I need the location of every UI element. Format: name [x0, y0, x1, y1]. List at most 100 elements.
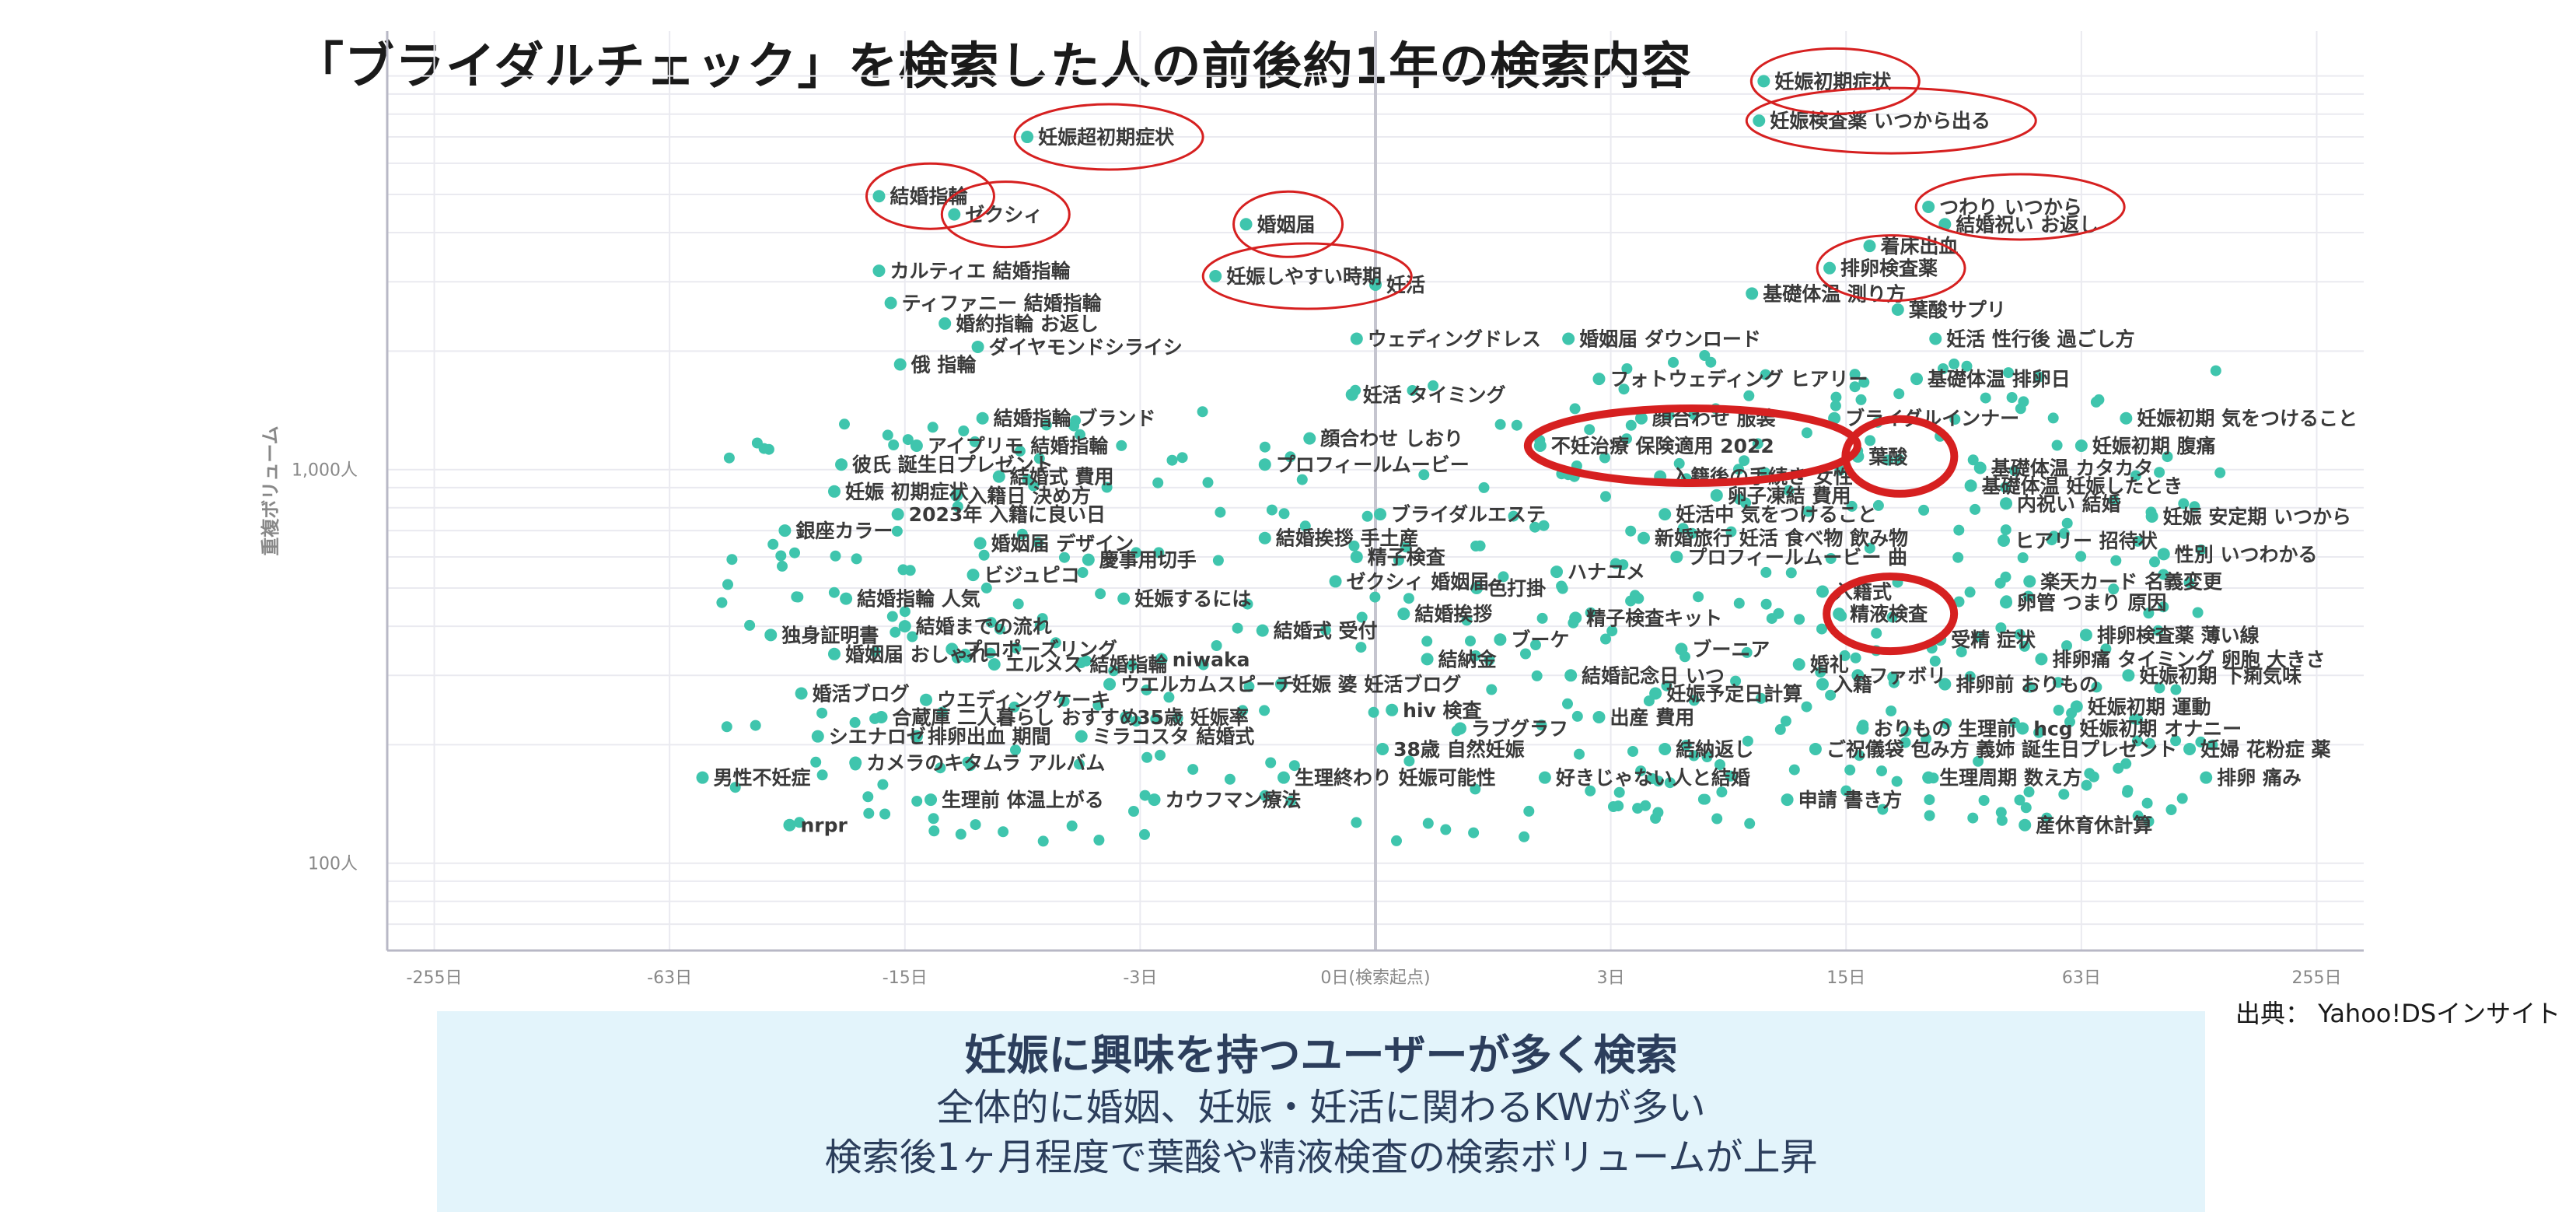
point-label: 結婚式 費用: [1010, 466, 1114, 488]
scatter-point: [973, 537, 987, 550]
scatter-point: [2170, 735, 2182, 747]
scatter-point: [1849, 369, 1861, 380]
scatter-point: [1369, 591, 1381, 603]
scatter-point: [810, 756, 822, 768]
scatter-point: [1152, 477, 1164, 488]
scatter-point: [783, 818, 796, 832]
scatter-point: [1716, 786, 1728, 798]
scatter-point: [2061, 640, 2072, 652]
point-layer: [696, 75, 2226, 847]
scatter-point: [1421, 636, 1433, 647]
scatter-point: [1792, 658, 1805, 671]
point-label: 申請 書き方: [1798, 789, 1903, 811]
scatter-point: [1613, 786, 1625, 798]
scatter-point: [1801, 427, 1812, 439]
scatter-point: [1739, 455, 1750, 467]
scatter-point: [1850, 652, 1861, 664]
scatter-point: [1484, 654, 1495, 666]
scatter-point: [952, 501, 963, 513]
scatter-point: [816, 707, 828, 719]
scatter-point: [1258, 458, 1271, 471]
scatter-point: [2000, 481, 2012, 493]
scatter-point: [2024, 681, 2036, 693]
scatter-point: [1953, 596, 1965, 608]
scatter-point: [1197, 406, 1208, 418]
scatter-point: [1258, 531, 1271, 544]
point-label: カウフマン療法: [1166, 789, 1302, 811]
scatter-point: [1093, 835, 1105, 846]
scatter-point: [1592, 373, 1606, 386]
scatter-point: [2122, 669, 2135, 682]
highlight-circle: [1823, 572, 1959, 656]
scatter-point: [2158, 601, 2169, 613]
scatter-point: [2000, 596, 2013, 609]
scatter-point: [744, 619, 756, 631]
scatter-point: [1139, 790, 1151, 801]
grid-layer: [387, 31, 2364, 951]
point-label: 妊娠 婆 妊活ブログ: [1292, 674, 1461, 696]
scatter-point: [1202, 477, 1214, 488]
point-label: 合蔵庫 二人暮らし おすすめ: [893, 706, 1139, 729]
scatter-point: [1209, 270, 1222, 283]
point-label: ゼクシィ: [965, 204, 1043, 226]
scatter-point: [2189, 501, 2200, 513]
scatter-point: [998, 826, 1009, 838]
scatter-point: [899, 606, 911, 618]
point-label: 産休育休計算: [2036, 814, 2152, 837]
scatter-point: [1242, 598, 1253, 610]
scatter-point: [1710, 488, 1723, 502]
scatter-point: [1725, 770, 1736, 782]
scatter-point: [2110, 555, 2122, 566]
scatter-point: [2192, 607, 2204, 618]
scatter-point: [1952, 551, 1964, 563]
scatter-point: [1212, 555, 1224, 566]
scatter-point: [1538, 520, 1550, 531]
scatter-point: [1299, 520, 1311, 532]
scatter-point: [2195, 736, 2207, 748]
scatter-point: [2183, 577, 2195, 588]
scatter-point: [1733, 597, 1745, 609]
scatter-point: [1266, 504, 1278, 516]
point-label: 結婚までの流れ: [916, 615, 1052, 638]
scatter-point: [778, 524, 792, 537]
scatter-point: [1734, 493, 1746, 505]
point-label: 銀座カラー: [795, 520, 893, 542]
scatter-point: [2000, 571, 2012, 583]
summary-line-1: 全体的に婚姻、妊娠・妊活に関わるKWが多い: [936, 1086, 1706, 1129]
summary-heading: 妊娠に興味を持つユーザーが多く検索: [964, 1031, 1678, 1080]
scatter-point: [869, 646, 881, 657]
scatter-point: [1569, 403, 1581, 415]
point-label: 婚約指輪 お返し: [956, 313, 1099, 335]
x-tick-label: 0日(検索起点): [1320, 968, 1430, 988]
scatter-point: [2132, 810, 2144, 821]
highlight-circle: [1201, 242, 1413, 310]
scatter-point: [971, 340, 984, 353]
scatter-point: [1886, 706, 1897, 716]
point-label: 婚姻届 おしゃれ: [845, 643, 988, 666]
scatter-point: [1033, 453, 1045, 464]
scatter-point: [1634, 411, 1648, 425]
scatter-point: [1237, 705, 1249, 716]
scatter-point: [1953, 524, 1965, 536]
scatter-point: [1033, 537, 1044, 548]
scatter-point: [1562, 698, 1573, 709]
scatter-point: [1815, 667, 1826, 678]
scatter-point: [1801, 701, 1812, 713]
scatter-point: [1550, 565, 1564, 579]
scatter-point: [1697, 793, 1709, 805]
scatter-point: [1141, 685, 1152, 696]
scatter-point: [1664, 777, 1676, 789]
scatter-point: [1714, 759, 1725, 770]
scatter-point: [1733, 464, 1744, 475]
scatter-point: [2014, 794, 2025, 806]
scatter-point: [1274, 678, 1288, 691]
scatter-point: [1816, 623, 1827, 635]
scatter-point: [1376, 742, 1389, 755]
scatter-point: [764, 629, 778, 642]
scatter-point: [1355, 642, 1367, 653]
scatter-point: [958, 425, 970, 436]
scatter-point: [2131, 735, 2143, 747]
scatter-point: [1285, 451, 1296, 463]
scatter-point: [1757, 75, 1770, 88]
scatter-point: [1574, 748, 1585, 760]
